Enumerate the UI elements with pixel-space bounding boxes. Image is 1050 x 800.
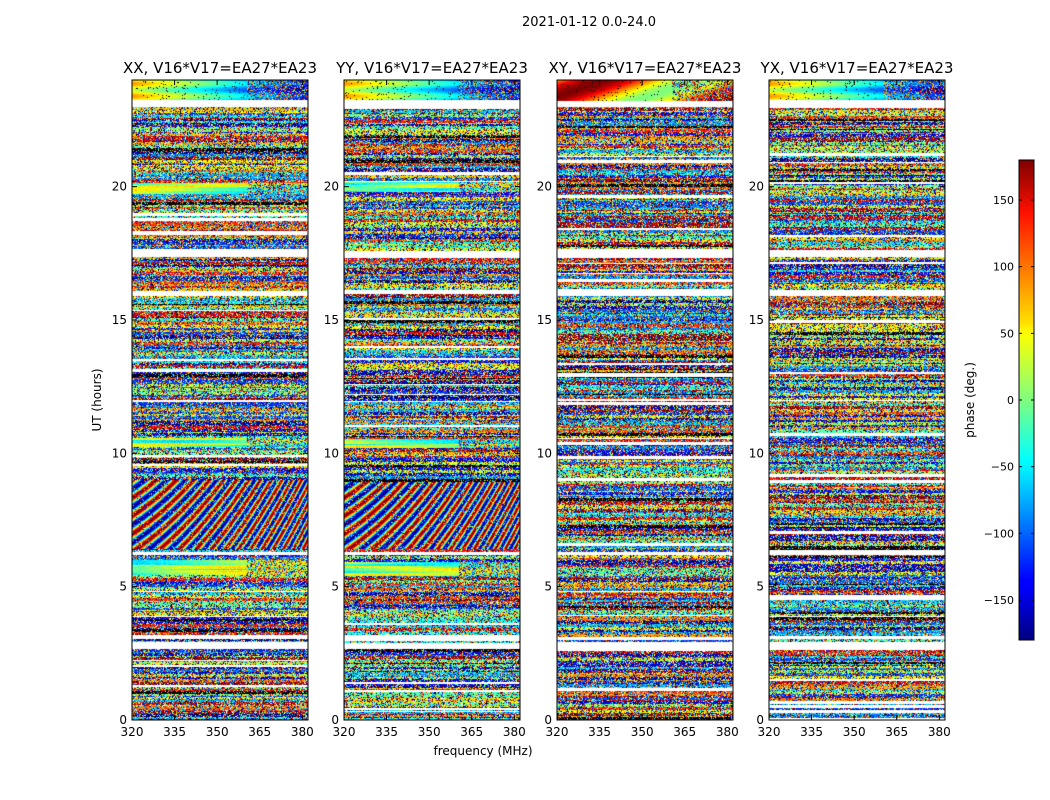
x-tick-label: 335 [163,725,186,739]
plot-frame [343,79,521,721]
colorbar-tick-label: −50 [991,461,1014,474]
x-axis-label: frequency (MHz) [433,744,532,758]
x-tick-label: 380 [716,725,739,739]
x-tick-label: 380 [291,725,314,739]
plot-frame [131,79,309,721]
y-tick-label: 15 [324,313,339,327]
y-tick-label: 5 [119,580,127,594]
phase-heatmap-image [557,80,733,720]
x-tick-label: 380 [928,725,951,739]
colorbar: 150 100 50 0 −50 −100 −150 phase (deg.) [963,159,1035,641]
colorbar-tick-label: 0 [1007,394,1014,407]
panel-yy: YY, V16*V17=EA27*EA23 320 335 350 365 380 0 5… [324,59,528,739]
x-tick-label: 320 [546,725,569,739]
x-tick-label: 380 [503,725,526,739]
y-tick-label: 10 [749,446,764,460]
x-tick-label: 365 [673,725,696,739]
panel-title: XX, V16*V17=EA27*EA23 [123,59,317,77]
y-tick-label: 0 [331,713,339,727]
x-tick-label: 350 [631,725,654,739]
y-tick-label: 5 [544,580,552,594]
x-tick-label: 350 [843,725,866,739]
y-tick-label: 20 [749,180,764,194]
x-tick-label: 335 [588,725,611,739]
x-tick-label: 365 [248,725,271,739]
x-tick-label: 335 [800,725,823,739]
y-tick-label: 20 [112,180,127,194]
x-tick-label: 320 [333,725,356,739]
x-tick-label: 335 [375,725,398,739]
y-tick-label: 20 [537,180,552,194]
y-axis-label: UT (hours) [90,368,104,431]
y-tick-label: 10 [112,446,127,460]
panel-xy: XY, V16*V17=EA27*EA23 320 335 350 365 380 0 5… [537,59,742,739]
y-tick-label: 0 [544,713,552,727]
y-tick-label: 5 [756,580,764,594]
y-tick-label: 10 [537,446,552,460]
y-tick-label: 10 [324,446,339,460]
plot-frame [556,79,734,721]
y-tick-label: 15 [537,313,552,327]
y-tick-label: 20 [324,180,339,194]
y-tick-label: 15 [749,313,764,327]
y-tick-label: 0 [756,713,764,727]
y-tick-label: 0 [119,713,127,727]
x-tick-label: 365 [885,725,908,739]
phase-heatmap-image [344,80,520,720]
panel-yx: YX, V16*V17=EA27*EA23 320 335 350 365 380 0 5… [749,59,954,739]
colorbar-tick-label: 150 [993,194,1014,207]
panel-title: YX, V16*V17=EA27*EA23 [760,59,954,77]
phase-heatmap-image [769,80,945,720]
colorbar-gradient [1019,160,1034,640]
colorbar-tick-label: 100 [993,261,1014,274]
x-tick-label: 320 [121,725,144,739]
figure-suptitle: 2021-01-12 0.0-24.0 [522,15,656,30]
phase-heatmap-image [132,80,308,720]
colorbar-tick-label: −150 [984,594,1014,607]
panel-xx: XX, V16*V17=EA27*EA23 320 335 350 365 380 0 5… [112,59,317,739]
plot-frame [768,79,946,721]
x-tick-label: 350 [418,725,441,739]
x-tick-label: 365 [460,725,483,739]
x-tick-label: 350 [206,725,229,739]
y-tick-label: 5 [331,580,339,594]
panel-title: YY, V16*V17=EA27*EA23 [335,59,528,77]
colorbar-label: phase (deg.) [963,362,977,438]
x-tick-label: 320 [758,725,781,739]
y-tick-label: 15 [112,313,127,327]
panel-title: XY, V16*V17=EA27*EA23 [549,59,742,77]
colorbar-tick-label: 50 [1000,327,1014,340]
colorbar-tick-label: −100 [984,527,1014,540]
